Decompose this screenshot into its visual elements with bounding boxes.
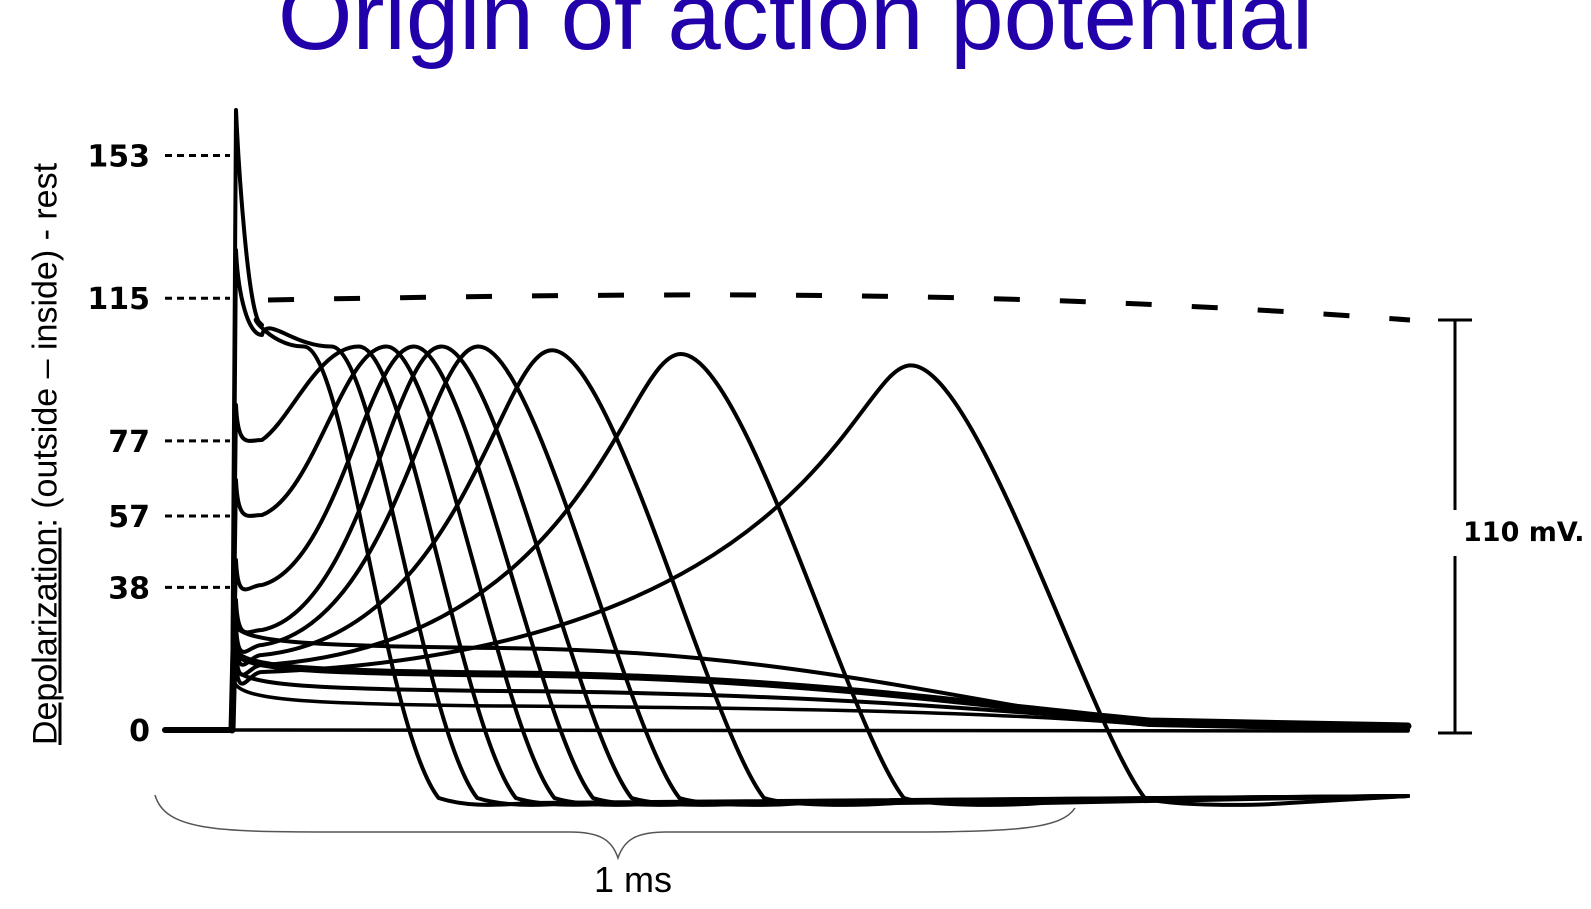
action-potential-trace [230, 344, 1410, 807]
time-bracket: 1 ms [154, 794, 1076, 900]
stimulus-tick-label: 57 [108, 500, 150, 535]
stimulus-tick-label: 153 [87, 140, 150, 175]
sodium-equilibrium-dashed-line [267, 292, 1411, 323]
subthreshold-trace [230, 680, 1410, 732]
action-potential-trace [230, 344, 1410, 807]
scale-bar-label: 110 mV. [1463, 517, 1585, 548]
action-potential-trace [230, 108, 1410, 807]
stimulus-tick-label: 77 [108, 425, 150, 460]
action-potential-trace [230, 344, 1410, 807]
action-potential-trace [230, 248, 1410, 807]
stimulus-tick-label: 38 [108, 571, 150, 606]
action-potential-trace [230, 344, 1410, 807]
action-potential-trace [230, 348, 1410, 807]
trace-group [162, 108, 1412, 807]
stimulus-tick-group: 153 115 77 57 38 0 [87, 140, 230, 749]
zero-level-trace [230, 728, 1410, 733]
subthreshold-trace [228, 646, 1412, 734]
voltage-scale-bar: 110 mV. [1438, 318, 1590, 735]
chart-title: Origin of action potential [277, 0, 1314, 70]
time-bracket-label: 1 ms [594, 859, 672, 900]
stimulus-tick-label: 115 [87, 282, 150, 317]
stimulus-tick-label: 0 [129, 714, 150, 749]
subthreshold-trace [230, 622, 1410, 732]
subthreshold-trace [230, 665, 1410, 732]
